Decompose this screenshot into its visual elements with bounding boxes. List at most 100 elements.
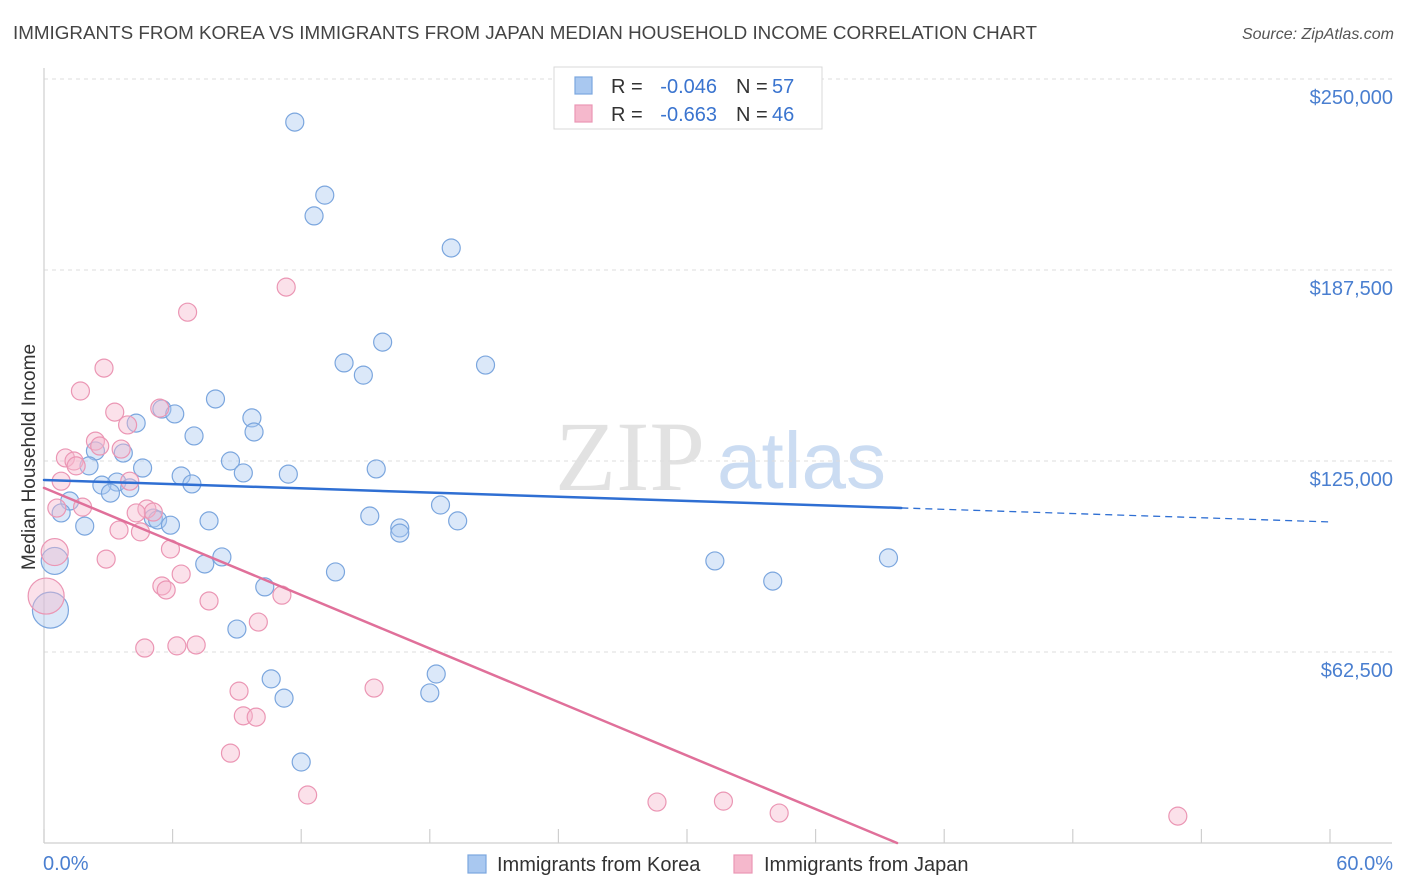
korea-point <box>285 112 305 132</box>
japan-point <box>150 398 170 418</box>
series-legend: Immigrants from Korea Immigrants from Ja… <box>467 854 969 876</box>
japan-point <box>276 277 296 297</box>
japan-point <box>171 564 191 584</box>
series-legend-label-korea: Immigrants from Korea <box>497 854 701 876</box>
legend-r-value-korea: -0.046 <box>660 76 717 98</box>
korea-point <box>366 459 386 479</box>
japan-point <box>199 591 219 611</box>
japan-point <box>220 743 241 763</box>
watermark: ZIP atlas <box>555 401 886 512</box>
korea-point <box>353 365 373 385</box>
japan-point <box>111 439 131 459</box>
korea-point <box>278 464 298 484</box>
chart-title: IMMIGRANTS FROM KOREA VS IMMIGRANTS FROM… <box>13 23 1037 43</box>
japan-point <box>156 580 176 600</box>
japan-point <box>70 381 91 401</box>
korea-point <box>475 355 496 375</box>
grid-layer: $250,000 $187,500 $125,000 $62,500 <box>44 78 1393 682</box>
korea-point <box>441 238 461 258</box>
japan-point <box>120 471 140 491</box>
korea-point <box>205 389 226 409</box>
japan-point <box>66 456 86 476</box>
korea-point <box>274 688 294 708</box>
y-tick-label: $62,500 <box>1321 660 1393 682</box>
japan-point <box>94 358 114 378</box>
trend-lines <box>42 478 1331 845</box>
korea-point <box>390 518 410 538</box>
japan-point <box>126 503 146 523</box>
x-tick-label-min: 0.0% <box>43 853 89 875</box>
y-tick-label: $187,500 <box>1310 278 1393 300</box>
source-credit: Source: ZipAtlas.com <box>1242 26 1394 43</box>
japan-point <box>298 785 318 805</box>
stats-legend-box <box>553 66 823 130</box>
watermark-atlas: atlas <box>717 416 886 505</box>
korea-point <box>184 426 204 446</box>
legend-r-label: R = <box>611 76 643 98</box>
legend-swatch-japan <box>574 104 593 123</box>
legend-r-label: R = <box>611 104 643 126</box>
legend-n-value-japan: 46 <box>772 104 794 126</box>
korea-point <box>373 332 393 352</box>
japan-point <box>229 681 249 701</box>
korea-point <box>705 551 725 571</box>
japan-point <box>1168 806 1188 826</box>
japan-point <box>364 678 384 698</box>
japan-point <box>27 577 65 615</box>
korea-point <box>132 458 153 478</box>
korea-point <box>233 463 253 483</box>
japan-point <box>246 707 266 727</box>
japan-point <box>40 537 69 567</box>
legend-n-value-korea: 57 <box>772 76 794 98</box>
watermark-zip: ZIP <box>555 401 705 512</box>
series-legend-swatch-korea <box>467 854 487 874</box>
legend-r-value-japan: -0.663 <box>660 104 717 126</box>
japan-point <box>109 520 129 540</box>
korea-trend-extension <box>901 507 1331 523</box>
korea-point <box>360 506 380 526</box>
japan-trend-line <box>42 486 899 845</box>
series-points-korea <box>31 112 899 772</box>
japan-point <box>47 498 67 518</box>
korea-point <box>390 523 410 543</box>
korea-point <box>430 495 451 515</box>
legend-swatch-korea <box>574 76 593 95</box>
japan-point <box>117 415 138 435</box>
korea-point <box>244 422 264 442</box>
korea-point <box>199 511 219 531</box>
korea-point <box>426 664 446 684</box>
japan-point <box>105 402 125 422</box>
korea-point <box>291 752 311 772</box>
japan-point <box>647 792 667 812</box>
korea-point <box>242 408 262 428</box>
japan-point <box>90 436 110 456</box>
series-points-japan <box>27 277 1188 826</box>
korea-point <box>448 511 468 531</box>
korea-point <box>325 562 346 582</box>
korea-point <box>100 483 121 503</box>
korea-point <box>304 206 324 226</box>
x-tick-label-max: 60.0% <box>1336 853 1393 875</box>
korea-point <box>420 683 440 703</box>
japan-point <box>96 549 116 569</box>
korea-point <box>878 548 899 568</box>
korea-point <box>334 353 354 373</box>
korea-point <box>40 546 69 576</box>
series-legend-label-japan: Immigrants from Japan <box>764 854 969 876</box>
y-axis-title: Median Household Income <box>19 344 40 570</box>
japan-point <box>248 612 268 632</box>
korea-point <box>261 669 281 689</box>
legend-n-label: N = <box>736 76 768 98</box>
legend-n-label: N = <box>736 104 768 126</box>
japan-point <box>143 502 163 522</box>
japan-point <box>713 791 734 811</box>
korea-trend-line <box>42 478 903 510</box>
korea-point <box>227 619 247 639</box>
korea-point <box>31 591 70 629</box>
korea-point <box>315 185 335 205</box>
korea-point <box>165 404 185 424</box>
korea-point <box>220 451 241 471</box>
x-ticks <box>43 829 1331 843</box>
stats-legend: R = -0.046 N = 57 R = -0.663 N = 46 <box>553 66 823 130</box>
